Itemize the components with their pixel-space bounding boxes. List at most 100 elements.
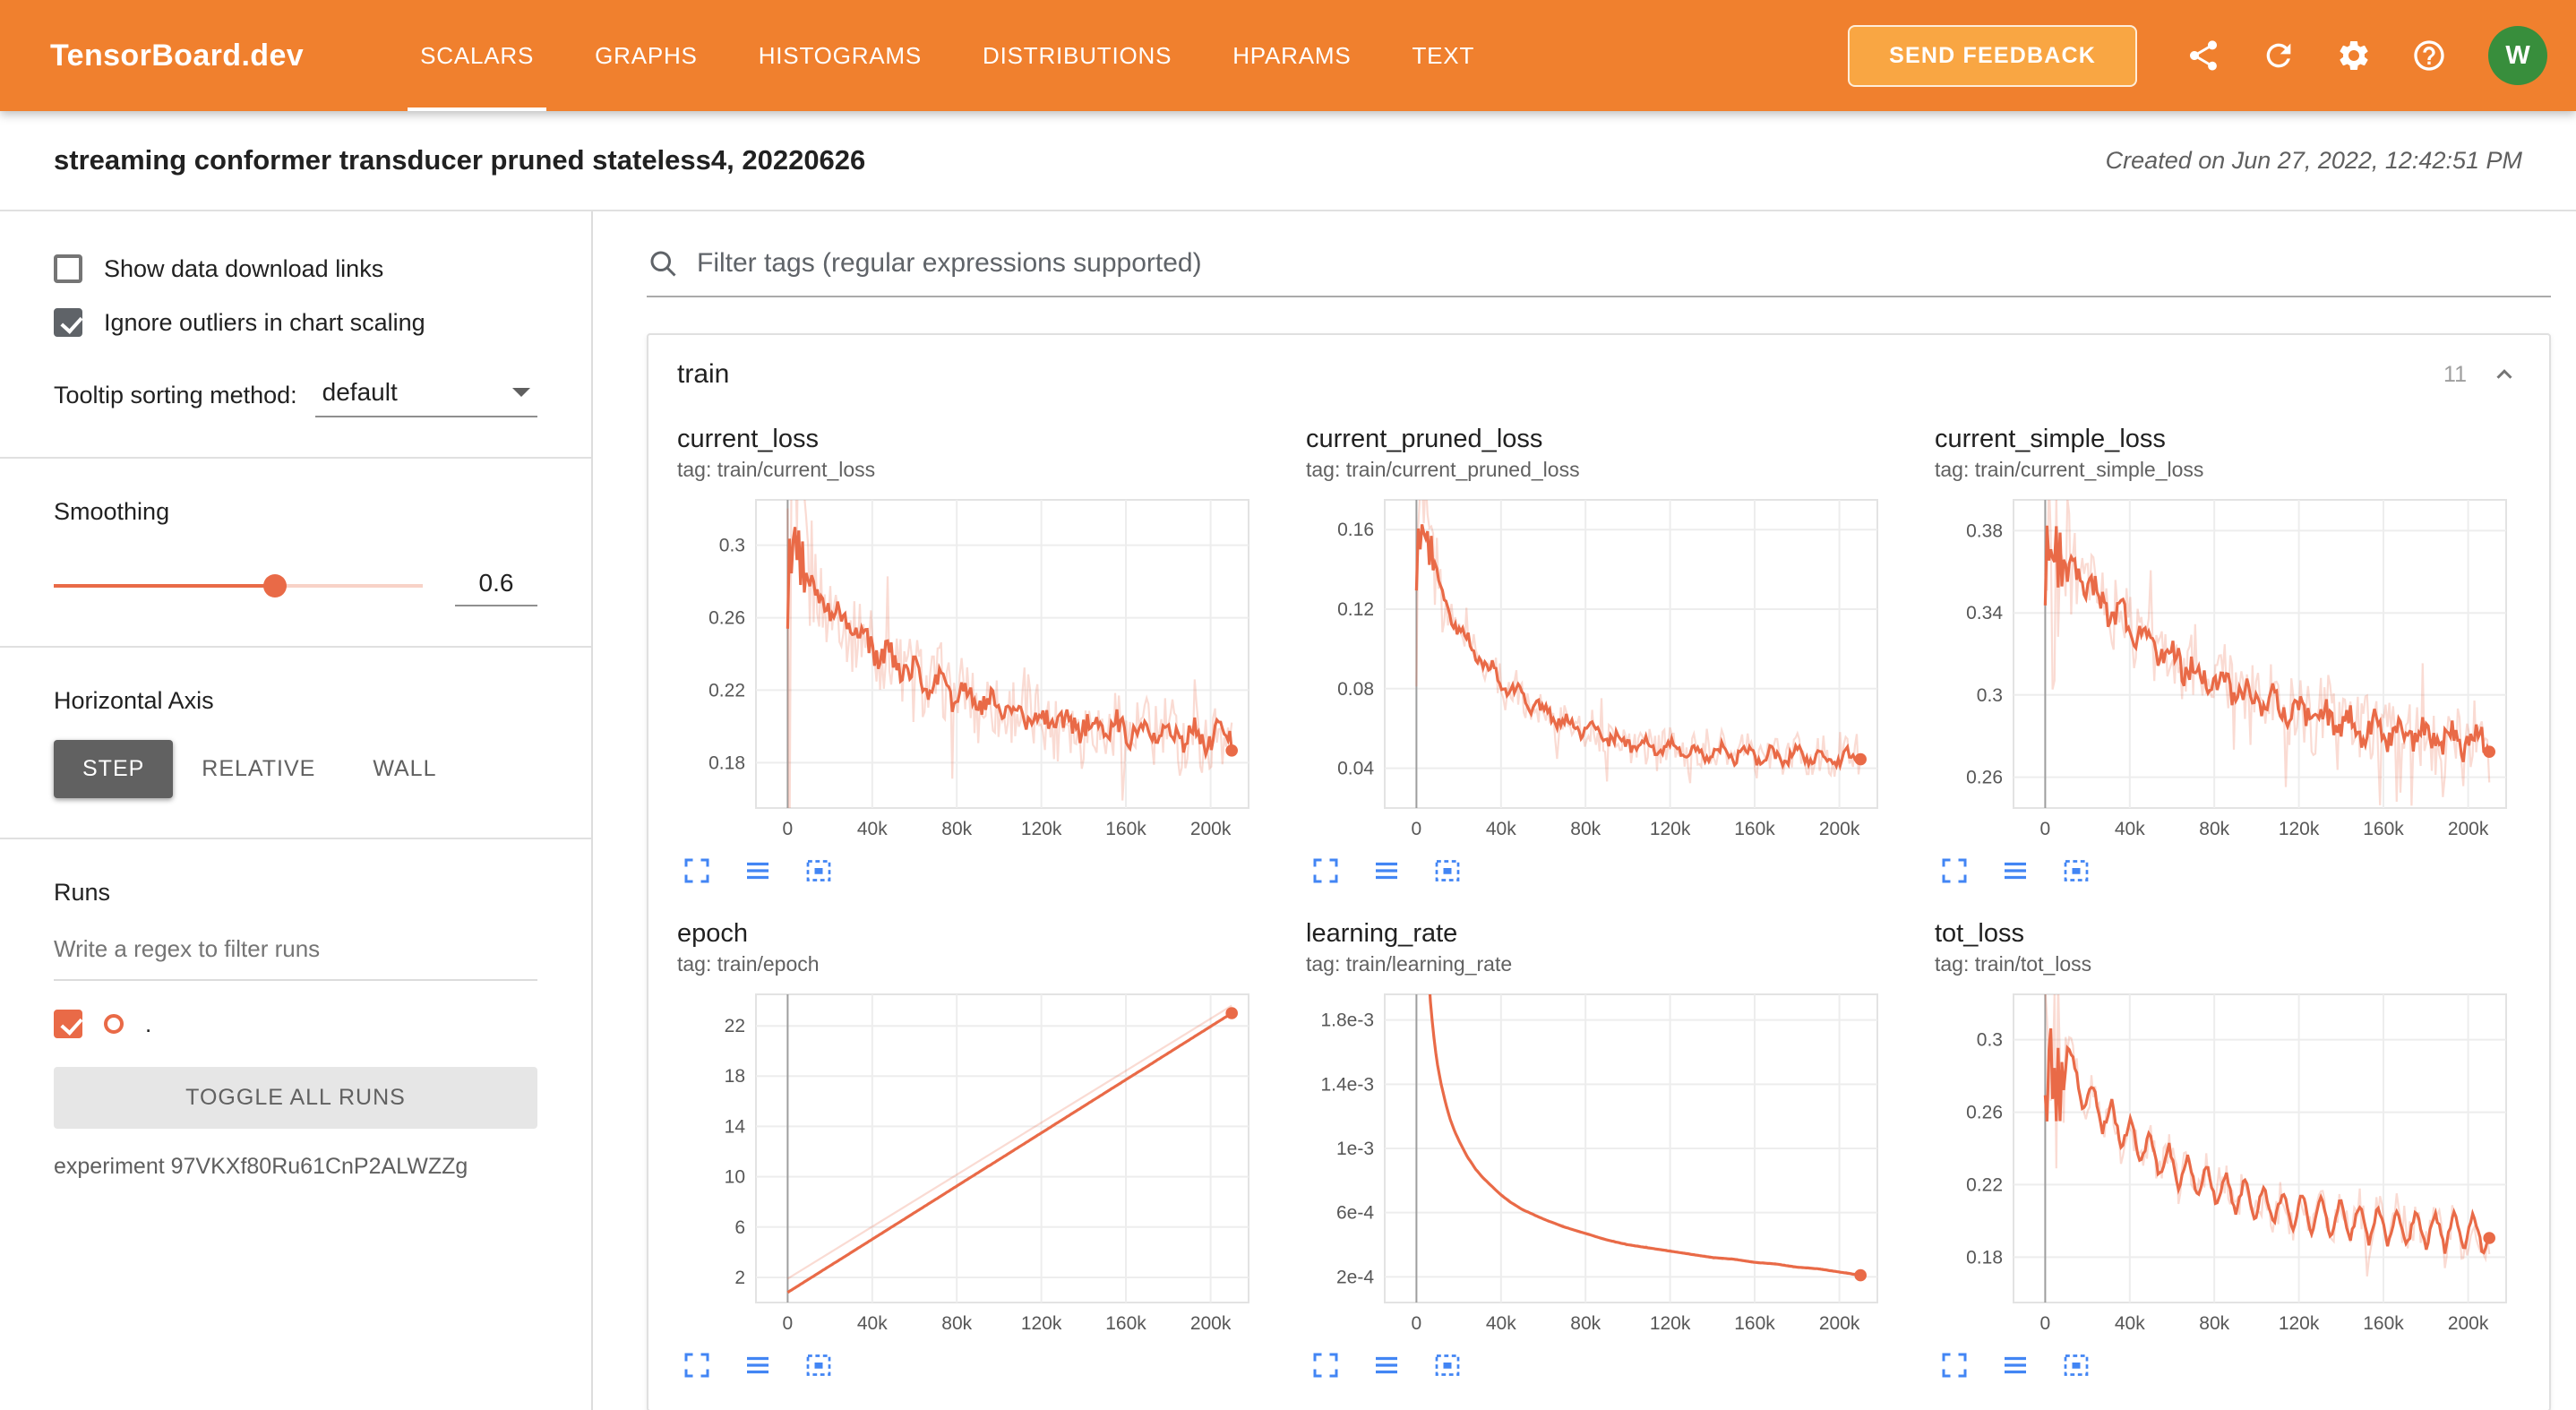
svg-text:40k: 40k <box>2115 819 2145 839</box>
expand-chart-icon[interactable] <box>681 855 713 887</box>
smoothing-value-input[interactable] <box>455 565 537 606</box>
chart-actions <box>1306 855 1892 887</box>
runs-filter-input[interactable] <box>54 921 537 981</box>
nav-tab-scalars[interactable]: SCALARS <box>390 0 564 111</box>
chevron-up-icon[interactable] <box>2488 358 2520 391</box>
help-icon[interactable] <box>2395 21 2463 90</box>
group-count: 11 <box>2443 361 2467 387</box>
chart-data-icon[interactable] <box>1370 855 1403 887</box>
chart-tot_loss: tot_loss tag: train/tot_loss 0.18 0.22 0.26 0… <box>1935 908 2520 1381</box>
chart-data-icon[interactable] <box>742 855 774 887</box>
nav-tab-text[interactable]: TEXT <box>1412 41 1475 69</box>
svg-text:6e-4: 6e-4 <box>1336 1203 1374 1224</box>
settings-sidebar: Show data download links Ignore outliers… <box>0 211 593 1410</box>
svg-text:0.04: 0.04 <box>1337 759 1374 779</box>
show-download-links-option[interactable]: Show data download links <box>54 254 537 283</box>
page-title: streaming conformer transducer pruned st… <box>54 144 866 176</box>
expand-chart-icon[interactable] <box>681 1349 713 1381</box>
svg-text:40k: 40k <box>1486 1313 1516 1334</box>
avatar[interactable]: W <box>2488 26 2547 85</box>
group-header[interactable]: train 11 <box>677 335 2520 414</box>
svg-text:200k: 200k <box>1190 1313 1232 1334</box>
svg-text:200k: 200k <box>1819 1313 1860 1334</box>
expand-chart-icon[interactable] <box>1938 855 1971 887</box>
smoothing-slider[interactable] <box>54 574 423 598</box>
app-logo[interactable]: TensorBoard.dev <box>50 38 305 73</box>
share-icon[interactable] <box>2169 21 2237 90</box>
group-name: train <box>677 359 730 389</box>
nav-tab-hparams[interactable]: HPARAMS <box>1232 41 1352 69</box>
fit-domain-icon[interactable] <box>803 855 835 887</box>
svg-text:0: 0 <box>1412 819 1422 839</box>
line-chart: 0.18 0.22 0.26 0.3 0 40k 80k 120k 160k 200k <box>708 499 1249 839</box>
line-chart: 2e-4 6e-4 1e-3 1.4e-3 1.8e-3 0 40k 80k 120k 160k 2… <box>1320 993 1878 1334</box>
expand-chart-icon[interactable] <box>1309 1349 1342 1381</box>
send-feedback-button[interactable]: SEND FEEDBACK <box>1848 24 2137 87</box>
svg-text:0.22: 0.22 <box>1966 1174 2003 1195</box>
nav-tab-distributions[interactable]: DISTRIBUTIONS <box>983 41 1172 69</box>
fit-domain-icon[interactable] <box>2060 855 2092 887</box>
svg-text:200k: 200k <box>2448 819 2489 839</box>
run-checkbox-icon[interactable] <box>54 1010 82 1038</box>
topbar-actions: SEND FEEDBACK W <box>1848 0 2547 111</box>
tag-filter-input[interactable] <box>697 248 2551 279</box>
fit-domain-icon[interactable] <box>1431 1349 1464 1381</box>
svg-text:22: 22 <box>725 1016 745 1036</box>
created-timestamp: Created on Jun 27, 2022, 12:42:51 PM <box>2105 146 2522 174</box>
svg-text:2: 2 <box>734 1268 745 1288</box>
svg-text:0: 0 <box>1412 1313 1422 1334</box>
fit-domain-icon[interactable] <box>2060 1349 2092 1381</box>
axis-button-relative[interactable]: RELATIVE <box>202 756 316 781</box>
svg-text:40k: 40k <box>857 819 888 839</box>
expand-chart-icon[interactable] <box>1938 1349 1971 1381</box>
tooltip-sorting-select[interactable]: default <box>314 373 537 417</box>
chart-actions <box>1935 855 2520 887</box>
chart-data-icon[interactable] <box>1999 855 2031 887</box>
fit-domain-icon[interactable] <box>803 1349 835 1381</box>
nav-tabs: SCALARS GRAPHS HISTOGRAMS DISTRIBUTIONS HPAR… <box>390 0 1505 111</box>
slider-thumb[interactable] <box>263 574 288 598</box>
fit-domain-icon[interactable] <box>1431 855 1464 887</box>
experiment-header: streaming conformer transducer pruned st… <box>0 111 2576 211</box>
refresh-icon[interactable] <box>2245 21 2313 90</box>
settings-icon[interactable] <box>2320 21 2388 90</box>
line-chart: 0.04 0.08 0.12 0.16 0 40k 80k 120k 160k 200k <box>1337 499 1878 839</box>
svg-text:2e-4: 2e-4 <box>1336 1267 1374 1287</box>
chart-actions <box>677 1349 1263 1381</box>
svg-text:0.3: 0.3 <box>1977 685 2003 706</box>
svg-text:40k: 40k <box>857 1313 888 1334</box>
checkbox-icon[interactable] <box>54 308 82 337</box>
chart-title: epoch <box>677 919 749 948</box>
chart-data-icon[interactable] <box>742 1349 774 1381</box>
ignore-outliers-option[interactable]: Ignore outliers in chart scaling <box>54 308 537 337</box>
svg-text:18: 18 <box>725 1066 745 1087</box>
topbar: TensorBoard.dev SCALARS GRAPHS HISTOGRAMS D… <box>0 0 2576 111</box>
chart-data-icon[interactable] <box>1999 1349 2031 1381</box>
search-icon <box>650 251 676 277</box>
svg-text:120k: 120k <box>1650 819 1691 839</box>
svg-text:1.4e-3: 1.4e-3 <box>1320 1074 1374 1095</box>
toggle-all-runs-button[interactable]: TOGGLE ALL RUNS <box>54 1067 537 1129</box>
runs-label: Runs <box>54 879 111 906</box>
chart-data-icon[interactable] <box>1370 1349 1403 1381</box>
chart-actions <box>1935 1349 2520 1381</box>
svg-text:0.26: 0.26 <box>708 608 745 629</box>
nav-tab-graphs[interactable]: GRAPHS <box>595 41 698 69</box>
divider <box>0 838 591 839</box>
chart-actions <box>1306 1349 1892 1381</box>
chart-tag: tag: train/tot_loss <box>1935 952 2092 976</box>
nav-tab-histograms[interactable]: HISTOGRAMS <box>758 41 923 69</box>
svg-text:160k: 160k <box>1105 819 1146 839</box>
axis-button-wall[interactable]: WALL <box>373 756 437 781</box>
svg-text:0.12: 0.12 <box>1337 599 1374 620</box>
line-chart: 2 6 10 14 18 22 0 40k 80k 120k 160k 200k <box>725 993 1249 1334</box>
chart-current_pruned_loss: current_pruned_loss tag: train/current_pr… <box>1306 414 1892 887</box>
chart-title: tot_loss <box>1935 919 2024 948</box>
svg-text:6: 6 <box>734 1217 745 1238</box>
checkbox-icon[interactable] <box>54 254 82 283</box>
expand-chart-icon[interactable] <box>1309 855 1342 887</box>
run-row[interactable]: . <box>54 1010 537 1038</box>
axis-button-step[interactable]: STEP <box>54 740 174 798</box>
svg-text:120k: 120k <box>2279 819 2320 839</box>
svg-text:1e-3: 1e-3 <box>1336 1139 1374 1159</box>
